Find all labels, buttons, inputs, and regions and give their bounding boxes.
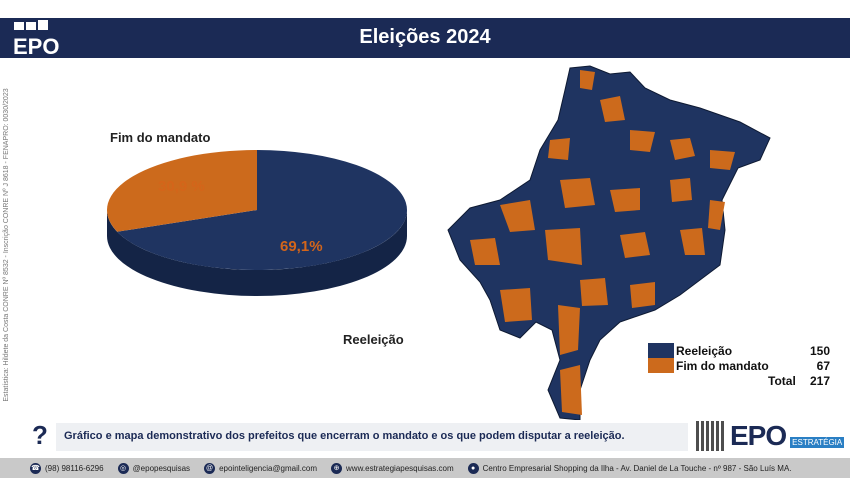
globe-icon: ⊕ <box>331 462 343 474</box>
label-fim-do-mandato: Fim do mandato <box>110 130 211 145</box>
data-label-reeleicao: 69,1% <box>280 238 323 255</box>
pie-slice-reeleicao <box>117 150 407 270</box>
location-icon: ● <box>467 462 479 474</box>
epo-logo: EPO <box>13 20 59 56</box>
maranhao-map <box>447 65 771 420</box>
legend-item-fim: Fim do mandato 67 <box>648 358 830 373</box>
instagram-icon: ◎ <box>117 462 129 474</box>
map-legend: Reeleição 150 Fim do mandato 67 Total 217 <box>648 343 830 388</box>
legend-swatch <box>648 358 674 373</box>
legend-label: Fim do mandato <box>676 358 769 373</box>
pie-side <box>107 210 407 296</box>
legend-swatch <box>648 343 674 358</box>
header-bar <box>0 18 850 58</box>
footer: ☎ (98) 98116-6296 ◎ @epopesquisas @ epointe… <box>0 458 850 478</box>
label-reeleicao: Reeleição <box>343 332 404 347</box>
legend-label: Reeleição <box>676 343 733 358</box>
brand-logo: EPO <box>730 420 787 451</box>
legend-value: 67 <box>816 358 830 373</box>
brand-block: EPO ESTRATÉGIA <box>696 420 845 452</box>
legend-item-reeleicao: Reeleição 150 <box>648 343 830 358</box>
pie-chart <box>106 150 407 296</box>
phone-icon: ☎ <box>30 462 41 474</box>
phone: (98) 98116-6296 <box>45 463 104 473</box>
email[interactable]: epointeligencia@gmail.com <box>219 463 318 473</box>
page-title: Eleições 2024 <box>359 26 491 48</box>
legend-total: Total 217 <box>648 373 830 388</box>
total-label: Total <box>768 373 796 388</box>
address: Centro Empresarial Shopping da Ilha - Av… <box>482 463 792 473</box>
svg-text:EPO: EPO <box>13 34 59 56</box>
pie-slice-fim-do-mandato <box>106 150 257 232</box>
caption: Gráfico e mapa demonstrativo dos prefeit… <box>56 423 688 451</box>
data-label-fim: 30,9 % <box>158 178 205 195</box>
total-value: 217 <box>809 373 830 388</box>
brand-sub: ESTRATÉGIA <box>790 436 845 448</box>
qr-code-icon <box>696 421 726 451</box>
question-icon: ? <box>32 420 48 450</box>
website[interactable]: www.estrategiapesquisas.com <box>346 463 454 473</box>
legend-value: 150 <box>809 343 830 358</box>
email-icon: @ <box>204 462 216 474</box>
instagram[interactable]: @epopesquisas <box>132 463 191 473</box>
